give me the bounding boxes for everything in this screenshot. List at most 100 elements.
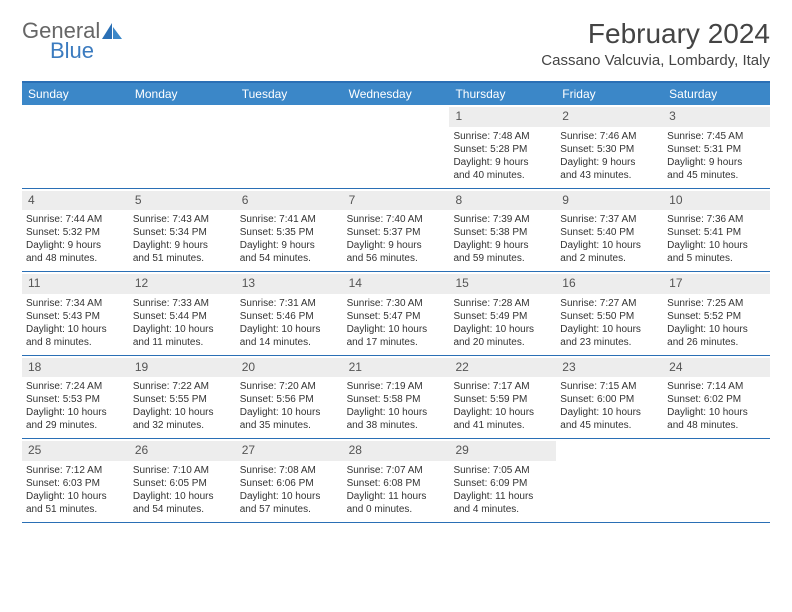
- daylight-text: Daylight: 10 hours: [453, 406, 552, 419]
- sunset-text: Sunset: 5:46 PM: [240, 310, 339, 323]
- dow-sun: Sunday: [22, 83, 129, 105]
- sunrise-text: Sunrise: 7:48 AM: [453, 130, 552, 143]
- day-cell: 23Sunrise: 7:15 AMSunset: 6:00 PMDayligh…: [556, 356, 663, 439]
- daylight-text: and 59 minutes.: [453, 252, 552, 265]
- daylight-text: and 4 minutes.: [453, 503, 552, 516]
- daylight-text: Daylight: 10 hours: [240, 406, 339, 419]
- day-number: 17: [663, 274, 770, 294]
- sunset-text: Sunset: 5:34 PM: [133, 226, 232, 239]
- sunset-text: Sunset: 5:52 PM: [667, 310, 766, 323]
- daylight-text: Daylight: 10 hours: [133, 490, 232, 503]
- day-cell: 24Sunrise: 7:14 AMSunset: 6:02 PMDayligh…: [663, 356, 770, 439]
- day-cell: [236, 105, 343, 188]
- sunrise-text: Sunrise: 7:12 AM: [26, 464, 125, 477]
- week-row: 11Sunrise: 7:34 AMSunset: 5:43 PMDayligh…: [22, 272, 770, 356]
- daylight-text: Daylight: 10 hours: [560, 239, 659, 252]
- sunset-text: Sunset: 6:00 PM: [560, 393, 659, 406]
- sunset-text: Sunset: 5:31 PM: [667, 143, 766, 156]
- day-number: 10: [663, 191, 770, 211]
- day-cell: 12Sunrise: 7:33 AMSunset: 5:44 PMDayligh…: [129, 272, 236, 355]
- day-cell: 2Sunrise: 7:46 AMSunset: 5:30 PMDaylight…: [556, 105, 663, 188]
- sunset-text: Sunset: 5:53 PM: [26, 393, 125, 406]
- daylight-text: Daylight: 11 hours: [347, 490, 446, 503]
- sunrise-text: Sunrise: 7:40 AM: [347, 213, 446, 226]
- daylight-text: and 32 minutes.: [133, 419, 232, 432]
- sunrise-text: Sunrise: 7:05 AM: [453, 464, 552, 477]
- daylight-text: Daylight: 9 hours: [347, 239, 446, 252]
- day-cell: 25Sunrise: 7:12 AMSunset: 6:03 PMDayligh…: [22, 439, 129, 522]
- day-number: 6: [236, 191, 343, 211]
- daylight-text: and 41 minutes.: [453, 419, 552, 432]
- day-number: 24: [663, 358, 770, 378]
- day-cell: 21Sunrise: 7:19 AMSunset: 5:58 PMDayligh…: [343, 356, 450, 439]
- header: General Blue February 2024 Cassano Valcu…: [22, 18, 770, 69]
- day-number: 20: [236, 358, 343, 378]
- daylight-text: and 56 minutes.: [347, 252, 446, 265]
- daylight-text: Daylight: 10 hours: [26, 323, 125, 336]
- daylight-text: and 29 minutes.: [26, 419, 125, 432]
- dow-tue: Tuesday: [236, 83, 343, 105]
- daylight-text: and 57 minutes.: [240, 503, 339, 516]
- daylight-text: and 11 minutes.: [133, 336, 232, 349]
- day-number: 25: [22, 441, 129, 461]
- sunrise-text: Sunrise: 7:33 AM: [133, 297, 232, 310]
- day-number: 12: [129, 274, 236, 294]
- daylight-text: and 40 minutes.: [453, 169, 552, 182]
- day-cell: 15Sunrise: 7:28 AMSunset: 5:49 PMDayligh…: [449, 272, 556, 355]
- day-cell: 11Sunrise: 7:34 AMSunset: 5:43 PMDayligh…: [22, 272, 129, 355]
- sunset-text: Sunset: 5:28 PM: [453, 143, 552, 156]
- daylight-text: and 17 minutes.: [347, 336, 446, 349]
- dow-fri: Friday: [556, 83, 663, 105]
- day-number: 1: [449, 107, 556, 127]
- sunrise-text: Sunrise: 7:30 AM: [347, 297, 446, 310]
- sunrise-text: Sunrise: 7:37 AM: [560, 213, 659, 226]
- day-cell: 19Sunrise: 7:22 AMSunset: 5:55 PMDayligh…: [129, 356, 236, 439]
- sunrise-text: Sunrise: 7:27 AM: [560, 297, 659, 310]
- day-cell: 17Sunrise: 7:25 AMSunset: 5:52 PMDayligh…: [663, 272, 770, 355]
- sunset-text: Sunset: 5:32 PM: [26, 226, 125, 239]
- day-number: 13: [236, 274, 343, 294]
- daylight-text: and 54 minutes.: [133, 503, 232, 516]
- day-cell: [556, 439, 663, 522]
- day-number: 22: [449, 358, 556, 378]
- daylight-text: and 45 minutes.: [667, 169, 766, 182]
- day-number: 15: [449, 274, 556, 294]
- daylight-text: Daylight: 10 hours: [667, 406, 766, 419]
- daylight-text: Daylight: 10 hours: [133, 406, 232, 419]
- sunrise-text: Sunrise: 7:24 AM: [26, 380, 125, 393]
- day-number: 27: [236, 441, 343, 461]
- daylight-text: Daylight: 10 hours: [560, 323, 659, 336]
- daylight-text: Daylight: 9 hours: [560, 156, 659, 169]
- calendar: Sunday Monday Tuesday Wednesday Thursday…: [22, 81, 770, 523]
- day-cell: [663, 439, 770, 522]
- day-cell: [22, 105, 129, 188]
- day-cell: 4Sunrise: 7:44 AMSunset: 5:32 PMDaylight…: [22, 189, 129, 272]
- sunrise-text: Sunrise: 7:43 AM: [133, 213, 232, 226]
- day-cell: [129, 105, 236, 188]
- daylight-text: and 23 minutes.: [560, 336, 659, 349]
- daylight-text: Daylight: 10 hours: [347, 323, 446, 336]
- daylight-text: and 38 minutes.: [347, 419, 446, 432]
- sunrise-text: Sunrise: 7:39 AM: [453, 213, 552, 226]
- day-cell: 9Sunrise: 7:37 AMSunset: 5:40 PMDaylight…: [556, 189, 663, 272]
- brand-part2: Blue: [50, 38, 124, 64]
- sunset-text: Sunset: 6:05 PM: [133, 477, 232, 490]
- sunset-text: Sunset: 5:40 PM: [560, 226, 659, 239]
- daylight-text: Daylight: 10 hours: [133, 323, 232, 336]
- day-cell: 18Sunrise: 7:24 AMSunset: 5:53 PMDayligh…: [22, 356, 129, 439]
- sunrise-text: Sunrise: 7:46 AM: [560, 130, 659, 143]
- dow-thu: Thursday: [449, 83, 556, 105]
- day-number: 5: [129, 191, 236, 211]
- day-cell: 22Sunrise: 7:17 AMSunset: 5:59 PMDayligh…: [449, 356, 556, 439]
- day-number: 2: [556, 107, 663, 127]
- week-row: 25Sunrise: 7:12 AMSunset: 6:03 PMDayligh…: [22, 439, 770, 523]
- day-number: 16: [556, 274, 663, 294]
- day-number: 3: [663, 107, 770, 127]
- daylight-text: Daylight: 10 hours: [347, 406, 446, 419]
- daylight-text: Daylight: 10 hours: [453, 323, 552, 336]
- day-cell: 1Sunrise: 7:48 AMSunset: 5:28 PMDaylight…: [449, 105, 556, 188]
- dow-mon: Monday: [129, 83, 236, 105]
- day-cell: 8Sunrise: 7:39 AMSunset: 5:38 PMDaylight…: [449, 189, 556, 272]
- sunset-text: Sunset: 5:47 PM: [347, 310, 446, 323]
- sunset-text: Sunset: 6:02 PM: [667, 393, 766, 406]
